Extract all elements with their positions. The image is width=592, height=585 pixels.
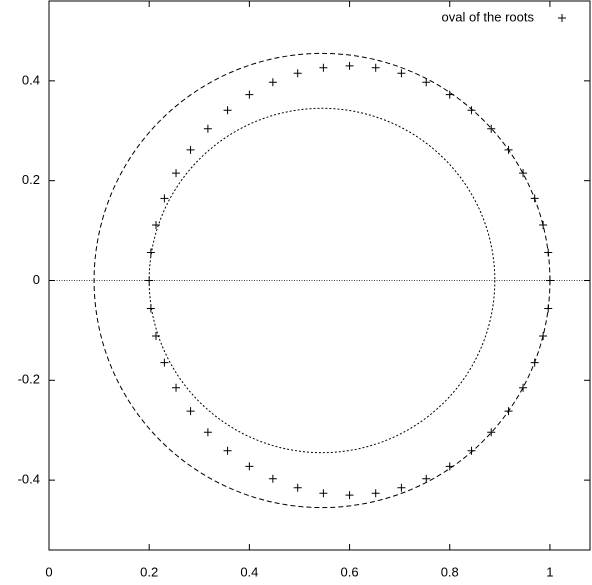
point — [487, 124, 496, 133]
point — [519, 383, 528, 392]
y-tick-label: -0.2 — [18, 372, 40, 387]
point — [245, 90, 254, 99]
point — [345, 491, 354, 500]
legend-label: oval of the roots — [442, 9, 535, 24]
point — [160, 194, 169, 203]
point — [203, 428, 212, 437]
point — [539, 332, 548, 341]
point — [397, 483, 406, 492]
point — [146, 248, 155, 257]
y-tick-label: -0.4 — [18, 472, 40, 487]
plot-frame — [48, 0, 591, 551]
point — [160, 358, 169, 367]
point — [445, 90, 454, 99]
point — [293, 483, 302, 492]
point — [539, 220, 548, 229]
point — [487, 428, 496, 437]
point — [530, 358, 539, 367]
point — [422, 474, 431, 483]
point — [203, 124, 212, 133]
point — [172, 169, 181, 178]
point — [519, 169, 528, 178]
point — [223, 446, 232, 455]
y-tick-label: 0 — [33, 272, 40, 287]
point — [530, 194, 539, 203]
point — [345, 61, 354, 70]
point — [397, 69, 406, 78]
point — [268, 78, 277, 87]
point — [186, 407, 195, 416]
point — [145, 276, 154, 285]
point — [371, 63, 380, 72]
point — [504, 145, 513, 154]
point — [319, 489, 328, 498]
point — [186, 145, 195, 154]
point — [151, 220, 160, 229]
point — [504, 407, 513, 416]
x-tick-label: 0.2 — [140, 564, 158, 579]
point — [172, 383, 181, 392]
point — [545, 276, 554, 285]
point — [544, 304, 553, 313]
point — [293, 69, 302, 78]
legend-marker — [558, 14, 566, 22]
point — [223, 106, 232, 115]
y-tick-label: 0.4 — [22, 72, 40, 87]
x-tick-label: 0.8 — [441, 564, 459, 579]
point — [467, 106, 476, 115]
x-tick-label: 0.6 — [341, 564, 359, 579]
point — [319, 63, 328, 72]
point — [544, 248, 553, 257]
point — [422, 78, 431, 87]
point — [371, 489, 380, 498]
y-tick-label: 0.2 — [22, 172, 40, 187]
point — [268, 474, 277, 483]
x-tick-label: 1 — [546, 564, 553, 579]
point — [146, 304, 155, 313]
point — [151, 332, 160, 341]
point — [467, 446, 476, 455]
x-tick-label: 0.4 — [240, 564, 258, 579]
point — [445, 462, 454, 471]
point — [245, 462, 254, 471]
x-tick-label: 0 — [45, 564, 52, 579]
